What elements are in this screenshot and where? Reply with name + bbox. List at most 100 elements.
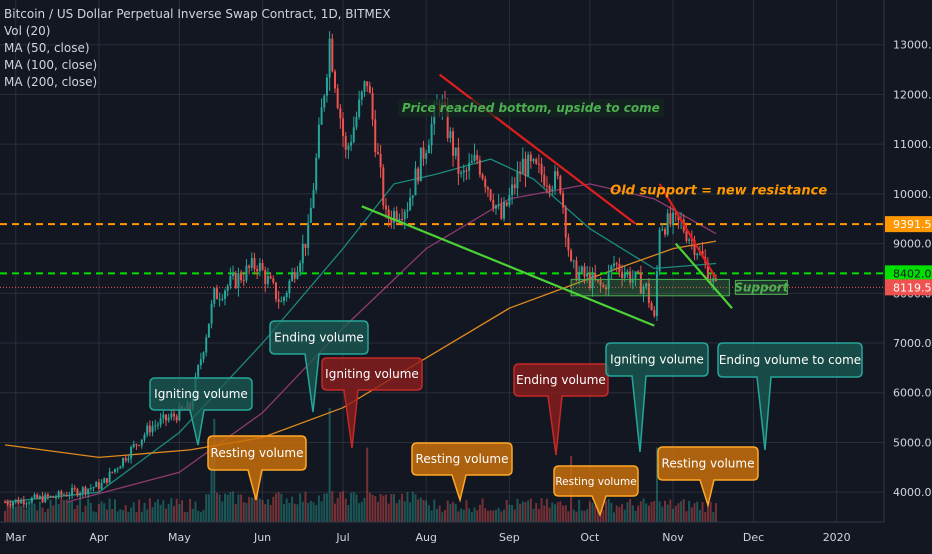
callout-bubble — [149, 377, 253, 446]
volume-bar — [476, 510, 479, 522]
x-tick-label: Dec — [743, 531, 764, 544]
volume-bar — [486, 510, 489, 522]
volume-bar — [688, 500, 691, 522]
volume-bar — [258, 498, 261, 522]
volume-bar — [414, 494, 417, 522]
volume-bar — [596, 504, 599, 522]
candle-body — [100, 483, 103, 489]
candle-body — [285, 293, 288, 298]
volume-bar — [242, 502, 245, 522]
candle-body — [320, 107, 323, 125]
volume-bar — [135, 512, 138, 522]
volume-bar — [588, 501, 591, 522]
callout-label: Igniting volume — [325, 367, 419, 381]
candle-body — [508, 194, 511, 206]
volume-bar — [433, 499, 436, 522]
volume-bar — [427, 505, 430, 522]
candle-body — [535, 159, 538, 164]
candle-body — [559, 176, 562, 194]
candle-body — [143, 434, 146, 440]
candle-body — [57, 491, 60, 498]
candle-body — [430, 123, 433, 146]
price-tag-box — [885, 265, 932, 282]
volume-bar — [299, 493, 302, 522]
candle-body — [634, 271, 637, 279]
volume-bar — [293, 503, 296, 522]
candle-body — [215, 288, 218, 300]
candle-body — [323, 95, 326, 108]
candle-body — [572, 260, 575, 262]
candle-body — [583, 266, 586, 277]
volume-bar — [540, 498, 543, 522]
volume-bar — [454, 503, 457, 522]
volume-bar — [119, 509, 122, 522]
volume-bar — [379, 494, 382, 522]
callout-label: Ending volume — [516, 373, 606, 387]
volume-bar — [422, 499, 425, 522]
volume-bar — [274, 493, 277, 522]
candle-body — [122, 457, 125, 467]
volume-bar — [387, 503, 390, 522]
candle-body — [264, 270, 267, 284]
volume-bar — [25, 509, 28, 522]
candle-body — [505, 202, 508, 206]
volume-bar — [390, 494, 393, 522]
volume-bar — [521, 501, 524, 522]
volume-bar — [272, 496, 275, 522]
candle-body — [366, 81, 369, 86]
volume-bar — [46, 508, 49, 522]
candle-body — [486, 187, 489, 190]
volume-bar — [677, 503, 680, 522]
candle-body — [398, 218, 401, 221]
volume-bar — [143, 502, 146, 522]
candle-body — [615, 263, 618, 265]
volume-bar — [411, 491, 414, 522]
volume-bar — [283, 504, 286, 522]
callout-label: Igniting volume — [154, 387, 248, 401]
candle-body — [382, 167, 385, 206]
candle-body — [84, 487, 87, 494]
volume-bar — [234, 503, 237, 522]
volume-bar — [264, 503, 267, 522]
candle-body — [266, 276, 269, 284]
volume-bar — [516, 498, 519, 522]
candle-body — [578, 271, 581, 281]
candle-body — [226, 285, 229, 291]
volume-bar — [513, 509, 516, 522]
volume-bar — [537, 509, 540, 522]
candle-body — [484, 178, 487, 188]
volume-bar — [712, 511, 715, 522]
volume-bar — [245, 503, 248, 522]
volume-bar — [709, 501, 712, 522]
volume-bar — [207, 494, 210, 522]
volume-bar — [553, 504, 556, 522]
candle-body — [33, 494, 36, 498]
candle-body — [148, 425, 151, 433]
volume-bar — [248, 496, 251, 522]
candle-body — [661, 229, 664, 231]
y-tick-label: 5000.0 — [893, 436, 932, 449]
volume-bar — [191, 508, 194, 522]
candle-body — [537, 163, 540, 165]
volume-bar — [175, 498, 178, 522]
candle-body — [548, 185, 551, 191]
volume-bar — [658, 501, 661, 522]
volume-bar — [154, 502, 157, 522]
volume-bar — [430, 510, 433, 522]
candle-body — [457, 147, 460, 174]
volume-bar — [76, 505, 79, 522]
candle-body — [462, 170, 465, 173]
candle-body — [242, 280, 245, 282]
candle-body — [342, 118, 345, 137]
y-tick-label: 12000.0 — [893, 88, 932, 101]
volume-bar — [33, 503, 36, 522]
volume-bar — [49, 499, 52, 522]
candle-body — [360, 91, 363, 100]
candle-body — [696, 253, 699, 256]
volume-bar — [87, 499, 90, 522]
volume-bar — [398, 499, 401, 522]
indicator-ma50: MA (50, close) — [4, 41, 90, 55]
volume-bar — [331, 491, 334, 522]
